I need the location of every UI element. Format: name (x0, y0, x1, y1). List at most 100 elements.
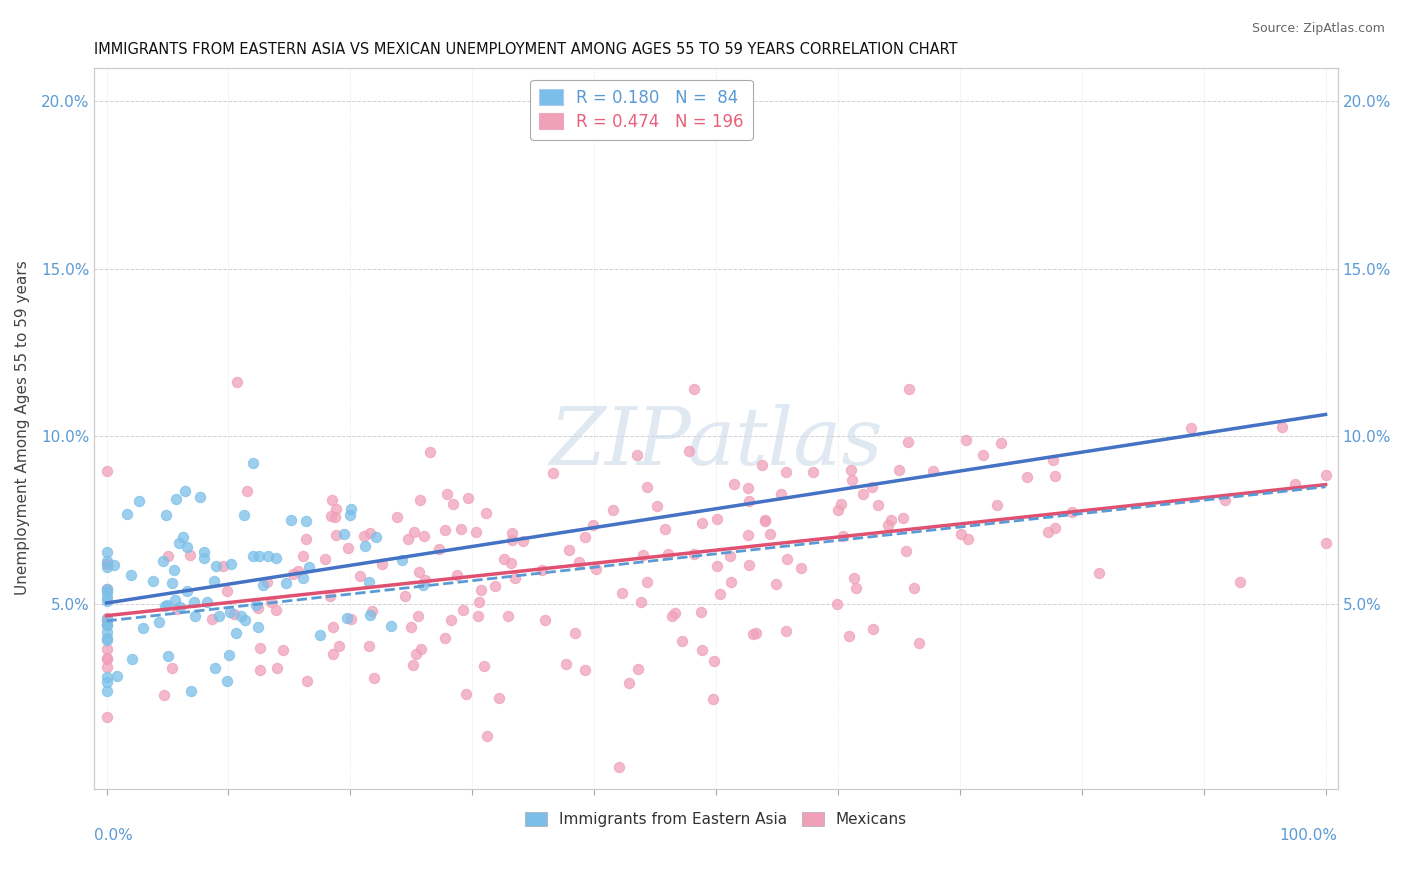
Point (754, 513, 776, 527)
Point (298, 560, 321, 574)
Point (96, 675, 118, 690)
Text: 0.0%: 0.0% (94, 828, 134, 843)
Point (96, 582, 118, 596)
Point (631, 548, 654, 562)
Point (718, 549, 741, 564)
Point (754, 514, 776, 528)
Point (1180, 420, 1202, 434)
Point (533, 614, 555, 628)
Point (972, 448, 994, 462)
Point (636, 480, 658, 494)
Point (496, 609, 519, 624)
Point (219, 605, 242, 619)
Point (236, 483, 259, 498)
Point (440, 613, 463, 627)
Point (271, 643, 294, 657)
Point (986, 498, 1008, 512)
Point (96, 585, 118, 599)
Point (96, 710, 118, 724)
Point (1271, 420, 1294, 434)
Point (217, 674, 239, 689)
Point (454, 688, 477, 702)
Point (558, 542, 581, 557)
Point (877, 518, 900, 533)
Point (260, 595, 283, 609)
Point (242, 549, 264, 563)
Point (555, 657, 578, 671)
Point (142, 574, 165, 588)
Point (832, 529, 855, 543)
Point (737, 481, 759, 495)
Point (758, 527, 780, 541)
Point (132, 621, 155, 635)
Point (501, 556, 523, 570)
Point (887, 463, 910, 477)
Point (657, 548, 679, 562)
Point (160, 661, 183, 675)
Point (224, 607, 246, 622)
Point (96, 464, 118, 478)
Point (894, 543, 917, 558)
Point (340, 612, 363, 626)
Point (325, 528, 347, 542)
Point (176, 541, 198, 555)
Point (264, 551, 287, 566)
Point (96, 611, 118, 625)
Point (96, 560, 118, 574)
Point (205, 559, 228, 574)
Point (319, 509, 342, 524)
Point (96, 670, 118, 684)
Point (441, 497, 464, 511)
Point (457, 491, 479, 506)
Point (751, 458, 773, 472)
Point (208, 608, 231, 623)
Point (96, 594, 118, 608)
Point (738, 494, 761, 508)
Point (1017, 470, 1039, 484)
Point (212, 558, 235, 573)
Point (630, 595, 652, 609)
Point (1088, 566, 1111, 580)
Point (385, 510, 408, 524)
Point (193, 551, 215, 566)
Point (96, 660, 118, 674)
Point (830, 497, 852, 511)
Point (607, 760, 630, 774)
Point (692, 643, 714, 657)
Point (541, 466, 564, 480)
Point (394, 590, 416, 604)
Point (174, 483, 197, 498)
Point (96, 642, 118, 657)
Point (776, 552, 799, 566)
Point (908, 636, 931, 650)
Point (1060, 505, 1083, 519)
Point (1315, 468, 1337, 483)
Point (166, 602, 188, 616)
Point (292, 571, 315, 585)
Point (336, 611, 359, 625)
Point (671, 633, 693, 648)
Point (775, 465, 797, 479)
Point (610, 586, 633, 600)
Point (120, 567, 142, 582)
Point (96, 618, 118, 632)
Point (1215, 493, 1237, 508)
Point (323, 510, 346, 524)
Point (256, 574, 278, 589)
Point (419, 445, 441, 459)
Point (401, 620, 423, 634)
Point (339, 502, 361, 516)
Point (314, 552, 336, 566)
Point (446, 568, 468, 582)
Point (484, 579, 506, 593)
Point (488, 691, 510, 706)
Point (295, 515, 318, 529)
Point (295, 532, 318, 546)
Point (585, 562, 607, 576)
Point (359, 526, 381, 541)
Point (391, 553, 413, 567)
Point (193, 544, 215, 558)
Point (678, 443, 700, 458)
Point (321, 492, 343, 507)
Text: ZIPatlas: ZIPatlas (550, 404, 883, 482)
